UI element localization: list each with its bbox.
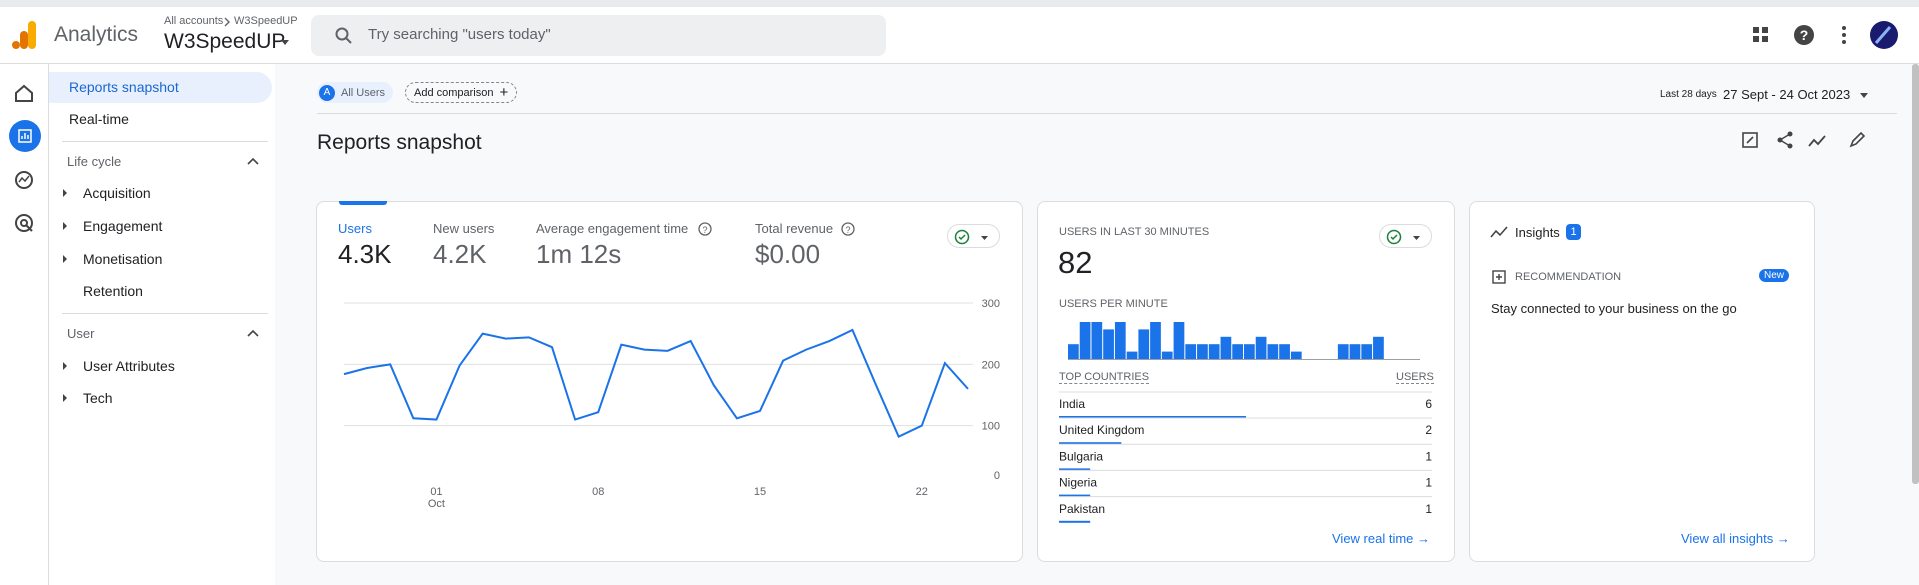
status-chip[interactable] [947, 224, 1000, 248]
collapse-icon[interactable] [247, 329, 259, 337]
home-icon[interactable] [14, 84, 34, 102]
customize-icon[interactable] [1742, 132, 1758, 148]
divider [317, 113, 1897, 114]
divider [62, 141, 268, 142]
svg-text:?: ? [702, 225, 707, 235]
insights-icon [1490, 226, 1508, 238]
segment-name: All Users [341, 86, 386, 99]
realtime-value: 82 [1058, 245, 1093, 280]
toolbar [1742, 131, 1866, 149]
recommendation-icon [1492, 270, 1506, 284]
arrow-icon: → [1776, 531, 1790, 546]
logo[interactable] [12, 21, 38, 49]
product-name: Analytics [54, 23, 139, 46]
chart-title: USERS PER MINUTE [1059, 298, 1168, 310]
table-header: TOP COUNTRIES [1059, 371, 1150, 384]
search-placeholder: Try searching "users today" [368, 26, 551, 43]
expand-arrow [63, 189, 67, 197]
top-bar [0, 0, 1919, 64]
nav-item[interactable]: Monetisation [83, 251, 163, 267]
scrollbar[interactable] [1912, 64, 1919, 484]
insights-title: Insights [1515, 225, 1560, 240]
metric-label[interactable]: New users [433, 221, 495, 236]
overview-card [316, 201, 1023, 562]
dropdown-arrow [281, 40, 289, 45]
new-badge: New [1759, 269, 1790, 282]
expand-arrow [63, 362, 67, 370]
help-icon[interactable]: ? [1794, 25, 1814, 45]
svg-text:?: ? [845, 225, 850, 235]
nav-item[interactable]: Reports snapshot [69, 79, 179, 95]
plus-icon: + [499, 84, 509, 101]
advertising-icon[interactable] [14, 213, 34, 233]
avatar[interactable] [1870, 21, 1898, 49]
nav-item[interactable]: Retention [83, 283, 143, 299]
breadcrumb[interactable]: All accounts [164, 15, 224, 27]
nav-item[interactable]: Engagement [83, 218, 163, 234]
metric-label[interactable]: Total revenue [755, 221, 834, 236]
status-chip[interactable] [1379, 224, 1432, 248]
nav-active [49, 72, 272, 103]
expand-arrow [63, 222, 67, 230]
nav-item[interactable]: Acquisition [83, 185, 151, 201]
nav-item[interactable]: Real-time [69, 111, 129, 127]
sidebar [49, 64, 275, 585]
table-header: USERS [1396, 371, 1434, 384]
metric-value: 4.2K [433, 239, 487, 269]
info-icon[interactable]: ? [841, 222, 855, 236]
page-title: Reports snapshot [317, 131, 482, 154]
check-icon [954, 229, 988, 245]
add-comparison[interactable]: Add comparison + [405, 82, 518, 103]
nav-section[interactable]: Life cycle [67, 154, 122, 169]
svg-text:?: ? [1800, 27, 1809, 43]
metric-label[interactable]: Users [338, 221, 372, 236]
realtime-title: USERS IN LAST 30 MINUTES [1059, 226, 1210, 238]
search-icon [335, 27, 352, 44]
chevron [224, 17, 230, 27]
insights-card [1469, 201, 1815, 562]
nav-item[interactable]: User Attributes [83, 358, 175, 374]
recommendation-label: RECOMMENDATION [1515, 271, 1622, 283]
active-tab-bar [339, 201, 387, 205]
expand-arrow [63, 394, 67, 402]
search-box[interactable] [311, 15, 886, 56]
breadcrumb[interactable]: W3SpeedUP [234, 15, 298, 27]
metric-value: 4.3K [338, 239, 392, 269]
nav-section[interactable]: User [67, 326, 95, 341]
reports-icon[interactable] [9, 120, 41, 152]
divider [62, 313, 268, 314]
insight-text[interactable]: Stay connected to your business on the g… [1491, 301, 1737, 316]
info-icon[interactable]: ? [698, 222, 712, 236]
view-insights-link[interactable]: View all insights → [1681, 531, 1790, 546]
view-realtime-link[interactable]: View real time → [1332, 531, 1430, 546]
realtime-card [1037, 201, 1455, 562]
check-icon [1386, 229, 1420, 245]
nav-item[interactable]: Tech [83, 390, 113, 406]
segment-letter: A [319, 84, 335, 101]
arrow-icon: → [1417, 531, 1431, 546]
link-text: View real time [1332, 531, 1414, 546]
collapse-icon[interactable] [247, 157, 259, 165]
insights-count: 1 [1566, 224, 1581, 240]
more-icon[interactable] [1841, 25, 1847, 45]
property-name[interactable]: W3SpeedUP [164, 30, 286, 53]
explore-icon[interactable] [14, 170, 34, 190]
add-comparison-label: Add comparison [414, 86, 494, 99]
date-caption: Last 28 days [1660, 89, 1717, 100]
link-text: View all insights [1681, 531, 1774, 546]
edit-icon[interactable] [1849, 131, 1866, 148]
metric-value: $0.00 [755, 239, 821, 269]
share-icon[interactable] [1777, 131, 1793, 149]
metric-label[interactable]: Average engagement time [536, 221, 689, 236]
apps-icon[interactable] [1753, 27, 1769, 43]
date-range[interactable]: 27 Sept - 24 Oct 2023 [1723, 87, 1851, 102]
metric-value: 1m 12s [536, 239, 622, 269]
insights-icon[interactable] [1808, 135, 1826, 147]
segment-chip[interactable]: A All Users [317, 82, 394, 103]
expand-arrow [63, 255, 67, 263]
dropdown-arrow [1860, 93, 1868, 98]
